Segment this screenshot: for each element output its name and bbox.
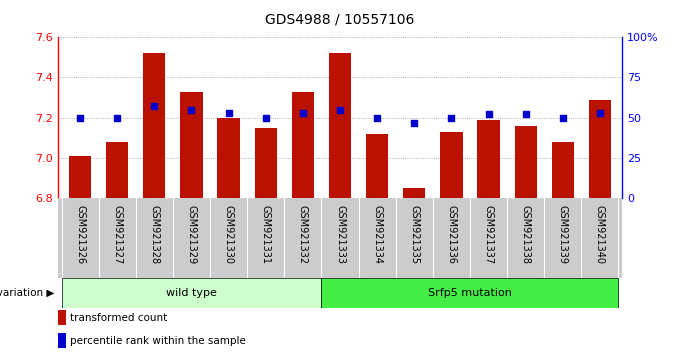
Bar	[254, 128, 277, 198]
Text: GDS4988 / 10557106: GDS4988 / 10557106	[265, 12, 415, 27]
Bar	[143, 53, 165, 198]
Text: Srfp5 mutation: Srfp5 mutation	[428, 288, 512, 298]
Text: GSM921337: GSM921337	[483, 205, 494, 264]
Text: GSM921332: GSM921332	[298, 205, 308, 264]
Text: GSM921338: GSM921338	[521, 205, 530, 264]
Point	[260, 115, 271, 121]
Bar	[589, 99, 611, 198]
Point	[75, 115, 86, 121]
Text: GSM921327: GSM921327	[112, 205, 122, 264]
Text: GSM921334: GSM921334	[372, 205, 382, 264]
Point	[409, 120, 420, 125]
Bar	[106, 142, 129, 198]
Bar	[218, 118, 240, 198]
Text: GSM921336: GSM921336	[446, 205, 456, 264]
Point	[112, 115, 122, 121]
Bar	[180, 92, 203, 198]
Text: GSM921333: GSM921333	[335, 205, 345, 264]
Text: GSM921331: GSM921331	[260, 205, 271, 264]
Text: wild type: wild type	[166, 288, 217, 298]
Bar	[58, 333, 67, 348]
Text: GSM921340: GSM921340	[595, 205, 605, 264]
Text: genotype/variation ▶: genotype/variation ▶	[0, 288, 54, 298]
Bar	[440, 132, 462, 198]
Bar	[366, 134, 388, 198]
Bar	[477, 120, 500, 198]
Point	[520, 112, 531, 117]
Bar	[551, 142, 574, 198]
Point	[186, 107, 197, 113]
Point	[149, 104, 160, 109]
Point	[335, 107, 345, 113]
Point	[594, 110, 605, 116]
Point	[223, 110, 234, 116]
Bar	[292, 92, 314, 198]
Text: transformed count: transformed count	[69, 313, 167, 323]
Text: GSM921339: GSM921339	[558, 205, 568, 264]
Point	[372, 115, 383, 121]
Point	[483, 112, 494, 117]
Bar	[329, 53, 351, 198]
Bar	[69, 156, 91, 198]
Bar	[322, 278, 619, 308]
Bar	[403, 188, 426, 198]
Text: GSM921328: GSM921328	[150, 205, 159, 264]
Bar	[515, 126, 537, 198]
Text: percentile rank within the sample: percentile rank within the sample	[69, 336, 245, 346]
Text: GSM921330: GSM921330	[224, 205, 234, 264]
Text: GSM921335: GSM921335	[409, 205, 420, 264]
Bar	[61, 278, 322, 308]
Point	[297, 110, 308, 116]
Text: GSM921326: GSM921326	[75, 205, 85, 264]
Point	[558, 115, 568, 121]
Text: GSM921329: GSM921329	[186, 205, 197, 264]
Point	[446, 115, 457, 121]
Bar	[58, 310, 67, 325]
